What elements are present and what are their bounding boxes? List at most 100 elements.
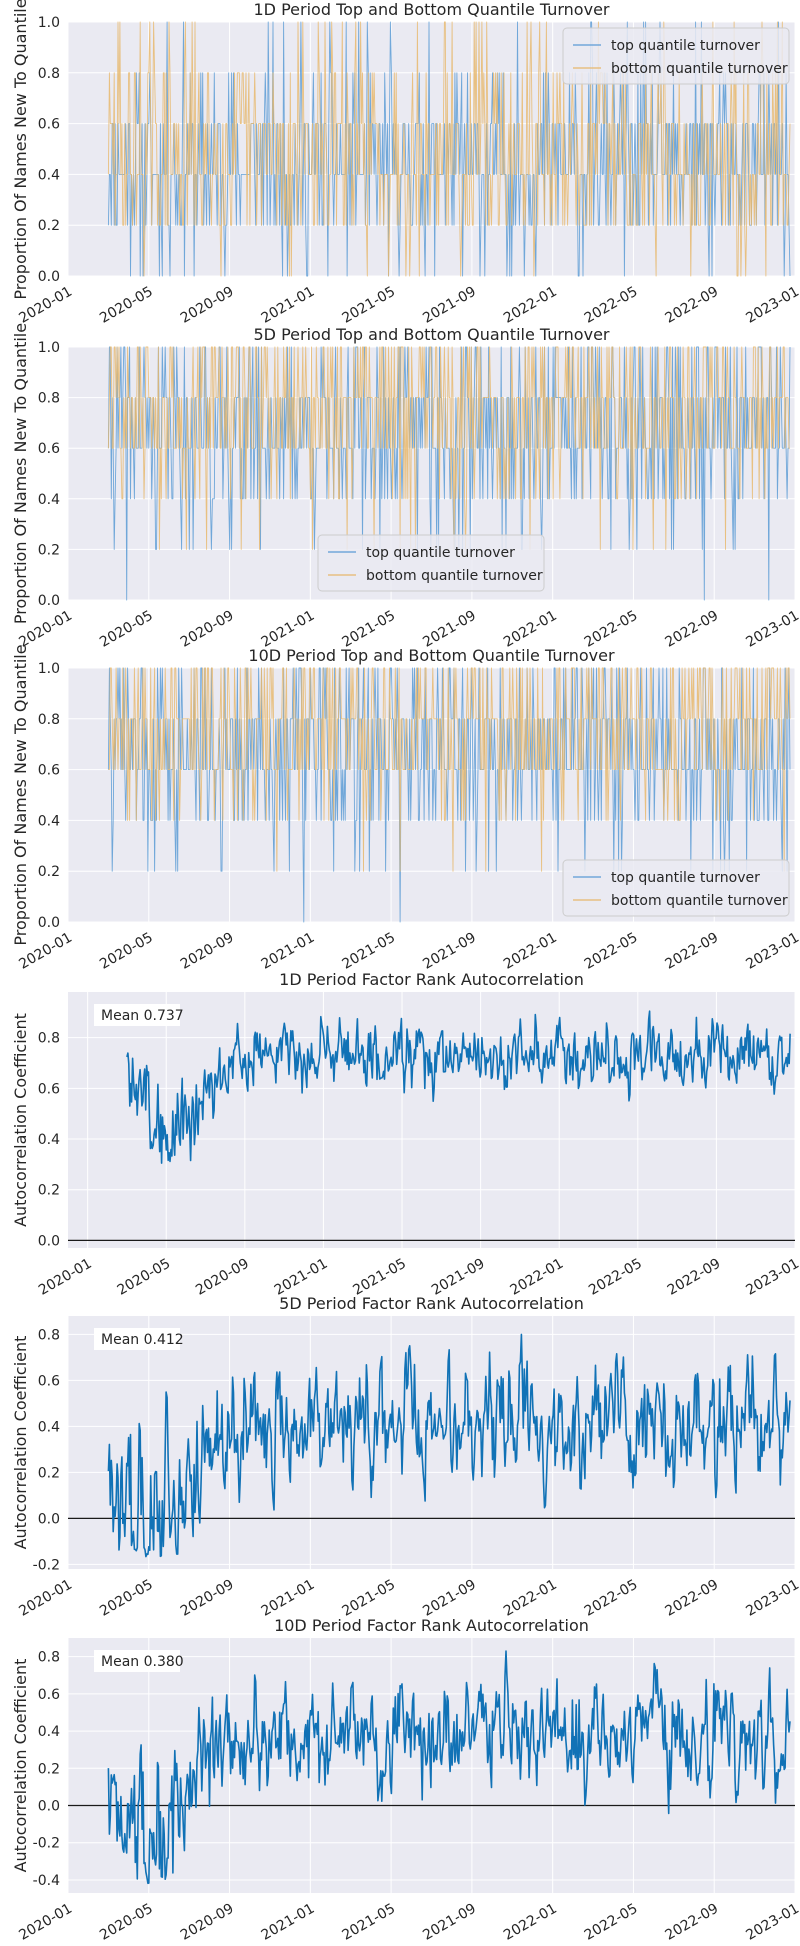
x-tick-label: 2022-05 [582, 1901, 641, 1944]
x-tick-label: 2021-01 [259, 284, 318, 327]
y-tick-label: 0.4 [38, 1419, 60, 1435]
chart-panel-6: 2020-01 2020-05 2020-09 2021-01 2021-05 2021-… [11, 1616, 800, 1944]
y-tick-label: 0.6 [38, 763, 60, 779]
legend-box [562, 27, 790, 85]
x-tick-label: 2022-09 [663, 1901, 722, 1944]
y-tick-label: 0.6 [38, 1687, 60, 1703]
chart-title: 10D Period Factor Rank Autocorrelation [274, 1616, 589, 1635]
y-tick-label: 0.4 [38, 1724, 60, 1740]
y-tick-label: 0.0 [38, 269, 60, 285]
chart-panel-2: 2020-01 2020-05 2020-09 2021-01 2021-05 2021-… [11, 323, 800, 651]
x-tick-label: 2022-05 [582, 284, 641, 327]
x-tick-label: 2021-05 [339, 1901, 398, 1944]
legend: top quantile turnover bottom quantile tur… [562, 27, 790, 85]
x-tick-label: 2021-05 [339, 1577, 398, 1620]
y-tick-label: 0.0 [38, 1799, 60, 1815]
x-tick-label: 2022-09 [663, 608, 722, 651]
x-tick-label: 2021-01 [259, 608, 318, 651]
x-tick-label: 2022-01 [501, 608, 560, 651]
y-tick-label: 0.2 [38, 542, 60, 558]
x-tick-label: 2022-05 [582, 1577, 641, 1620]
y-tick-label: 0.2 [38, 1761, 60, 1777]
y-tick-label: 1.0 [38, 340, 60, 356]
mean-annotation: Mean 0.380 [94, 1650, 184, 1672]
series-line-2 [108, 667, 791, 872]
x-tick-label: 2020-09 [178, 608, 237, 651]
x-tick-label: 2023-01 [743, 1901, 800, 1944]
x-tick-label: 2022-05 [586, 1256, 645, 1299]
y-tick-label: 0.8 [38, 66, 60, 82]
legend-box [317, 534, 545, 592]
x-tick-label: 2021-01 [259, 1577, 318, 1620]
y-tick-label: 0.2 [38, 1183, 60, 1199]
y-tick-label: 0.8 [38, 1031, 60, 1047]
x-tick-label: 2023-01 [743, 608, 800, 651]
x-tick-label: 2022-01 [508, 1256, 567, 1299]
legend-entry: bottom quantile turnover [611, 893, 788, 909]
x-tick-label: 2021-05 [339, 930, 398, 973]
legend-entry: bottom quantile turnover [611, 61, 788, 77]
mean-box [94, 1650, 180, 1672]
chart-title: 1D Period Top and Bottom Quantile Turnov… [254, 0, 610, 19]
chart-panel-4: 2020-01 2020-05 2020-09 2021-01 2021-05 2021-… [11, 970, 800, 1299]
legend: top quantile turnover bottom quantile tur… [562, 859, 790, 917]
x-tick-label: 2020-09 [178, 930, 237, 973]
chart-title: 5D Period Top and Bottom Quantile Turnov… [254, 325, 610, 344]
y-axis-label: Proportion Of Names New To Quantile [11, 0, 30, 300]
x-tick-label: 2020-05 [97, 284, 156, 327]
mean-box [94, 1004, 180, 1026]
y-tick-label: -0.2 [33, 1836, 60, 1852]
x-tick-label: 2020-01 [16, 1901, 75, 1944]
x-tick-label: 2020-01 [36, 1256, 95, 1299]
y-tick-label: 1.0 [38, 661, 60, 677]
series-line-1 [107, 1333, 791, 1558]
legend-entry: top quantile turnover [366, 545, 515, 561]
chart-title: 1D Period Factor Rank Autocorrelation [279, 970, 584, 989]
y-tick-label: 0.4 [38, 1132, 60, 1148]
chart-panel-3: 2020-01 2020-05 2020-09 2021-01 2021-05 2021-… [11, 644, 800, 972]
chart-title: 5D Period Factor Rank Autocorrelation [279, 1294, 584, 1313]
series-line-2 [107, 21, 791, 277]
y-tick-label: 0.0 [38, 593, 60, 609]
y-tick-label: 0.6 [38, 117, 60, 133]
x-tick-label: 2020-05 [97, 608, 156, 651]
x-tick-label: 2020-09 [178, 1577, 237, 1620]
chart-title: 10D Period Top and Bottom Quantile Turno… [248, 646, 615, 665]
x-tick-label: 2022-09 [663, 284, 722, 327]
x-tick-label: 2020-09 [178, 284, 237, 327]
y-tick-label: 0.8 [38, 1650, 60, 1666]
y-tick-label: 0.4 [38, 813, 60, 829]
mean-label: Mean 0.737 [101, 1008, 184, 1024]
legend-box [562, 859, 790, 917]
x-tick-label: 2021-01 [259, 1901, 318, 1944]
y-tick-label: 1.0 [38, 15, 60, 31]
x-tick-label: 2021-01 [272, 1256, 331, 1299]
y-tick-label: 0.8 [38, 1327, 60, 1343]
x-tick-label: 2022-05 [582, 608, 641, 651]
y-tick-label: 0.0 [38, 1233, 60, 1249]
mean-annotation: Mean 0.412 [94, 1328, 184, 1350]
mean-box [94, 1328, 180, 1350]
x-tick-label: 2021-09 [420, 608, 479, 651]
series-line-1 [126, 1010, 791, 1164]
y-tick-label: -0.2 [33, 1557, 60, 1573]
x-tick-label: 2021-09 [429, 1256, 488, 1299]
y-tick-label: 0.4 [38, 167, 60, 183]
chart-panel-1: 2020-01 2020-05 2020-09 2021-01 2021-05 2021-… [11, 0, 800, 327]
y-axis-label: Proportion Of Names New To Quantile [11, 323, 30, 624]
x-tick-label: 2022-01 [501, 930, 560, 973]
chart-panel-5: 2020-01 2020-05 2020-09 2021-01 2021-05 2021-… [11, 1294, 800, 1620]
mean-label: Mean 0.380 [101, 1654, 184, 1670]
y-tick-label: -0.4 [33, 1873, 60, 1889]
x-tick-label: 2023-01 [743, 1577, 800, 1620]
y-tick-label: 0.2 [38, 218, 60, 234]
x-tick-label: 2020-05 [97, 1577, 156, 1620]
legend-entry: top quantile turnover [611, 870, 760, 886]
y-tick-label: 0.8 [38, 391, 60, 407]
x-tick-label: 2023-01 [743, 1256, 800, 1299]
y-axis-label: Autocorrelation Coefficient [11, 1336, 30, 1550]
x-tick-label: 2023-01 [743, 930, 800, 973]
mean-label: Mean 0.412 [101, 1332, 184, 1348]
x-tick-label: 2022-01 [501, 284, 560, 327]
